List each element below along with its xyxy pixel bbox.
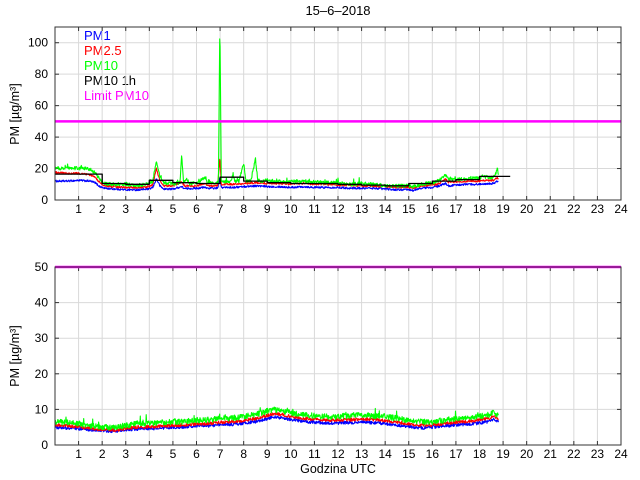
x-tick-label: 1 <box>75 202 82 216</box>
x-tick-label: 23 <box>591 202 605 216</box>
x-tick-label: 16 <box>426 447 440 461</box>
x-tick-label: 10 <box>284 202 298 216</box>
x-tick-label: 3 <box>122 202 129 216</box>
x-tick-label: 4 <box>146 447 153 461</box>
x-tick-label: 17 <box>449 447 463 461</box>
gridlines <box>55 27 621 200</box>
x-tick-label: 20 <box>520 447 534 461</box>
x-tick-label: 11 <box>308 202 321 216</box>
series-pm10-1h <box>55 173 511 187</box>
series-pm1 <box>55 177 499 192</box>
x-tick-label: 5 <box>170 447 177 461</box>
legend-item-limit-pm10: Limit PM10 <box>84 88 150 103</box>
bottom-chart: 1 2 3 4 5 6 7 8 9 10 11 12 13 14 15 16 17 18 19 20 21 22 23 240… <box>35 260 628 461</box>
y-tick-label: 20 <box>35 162 49 176</box>
x-tick-label: 6 <box>193 447 200 461</box>
x-tick-label: 6 <box>193 202 200 216</box>
x-tick-label: 21 <box>544 447 558 461</box>
legend: PM1 PM2.5 PM10 PM10 1h Limit PM10 <box>84 28 149 103</box>
x-tick-label: 9 <box>264 447 271 461</box>
y-tick-label: 40 <box>35 130 49 144</box>
x-tick-label: 7 <box>217 202 224 216</box>
x-tick-label: 7 <box>217 447 224 461</box>
y-tick-label: 100 <box>28 36 48 50</box>
chart-title: 15–6–2018 <box>305 3 371 18</box>
y-tick-label: 0 <box>41 438 48 452</box>
x-tick-label: 2 <box>99 202 106 216</box>
x-tick-label: 2 <box>99 447 106 461</box>
series-group <box>55 38 511 192</box>
x-tick-label: 20 <box>520 202 534 216</box>
x-tick-label: 22 <box>567 202 581 216</box>
y-tick-label: 20 <box>35 367 49 381</box>
y-tick-label: 40 <box>35 296 49 310</box>
x-tick-label: 23 <box>591 447 605 461</box>
x-tick-label: 19 <box>496 202 510 216</box>
x-tick-label: 16 <box>426 202 440 216</box>
x-tick-label: 24 <box>614 202 628 216</box>
top-chart: 1 2 3 4 5 6 7 8 9 10 11 12 13 14 15 16 17 18 19 20 21 22 23 240… <box>28 26 628 216</box>
legend-item-pm10-1h: PM10 1h <box>84 73 137 88</box>
x-tick-label: 11 <box>308 447 321 461</box>
x-tick-label: 18 <box>473 202 487 216</box>
y-tick-label: 50 <box>35 260 49 274</box>
x-tick-label: 4 <box>146 202 153 216</box>
legend-item-pm10: PM10 <box>84 58 118 73</box>
legend-item-pm1: PM1 <box>84 28 111 43</box>
x-tick-label: 19 <box>496 447 510 461</box>
x-tick-label: 17 <box>449 202 463 216</box>
x-tick-label: 15 <box>402 447 416 461</box>
y-tick-label: 30 <box>35 331 49 345</box>
x-tick-label: 10 <box>284 447 298 461</box>
y-tick-label: 60 <box>35 99 49 113</box>
x-tick-label: 24 <box>614 447 628 461</box>
x-tick-label: 14 <box>378 447 392 461</box>
series-pm10 <box>55 406 499 431</box>
series-pm1 <box>55 415 499 434</box>
x-tick-label: 18 <box>473 447 487 461</box>
tick-labels: 1 2 3 4 5 6 7 8 9 10 11 12 13 14 15 16 17 18 19 20 21 22 23 240… <box>35 260 628 461</box>
x-tick-label: 3 <box>122 447 129 461</box>
series-pm2-5 <box>55 158 499 190</box>
x-tick-label: 22 <box>567 447 581 461</box>
series-group <box>55 406 499 434</box>
x-tick-label: 8 <box>240 447 247 461</box>
plot-box <box>54 266 622 446</box>
y-tick-label: 10 <box>35 402 49 416</box>
gridlines <box>55 267 621 445</box>
x-tick-label: 21 <box>544 202 558 216</box>
x-tick-label: 13 <box>355 447 369 461</box>
x-axis-label: Godzina UTC <box>300 462 376 476</box>
x-tick-label: 15 <box>402 202 416 216</box>
x-tick-label: 1 <box>75 447 82 461</box>
x-tick-label: 9 <box>264 202 271 216</box>
plot-box <box>54 26 622 201</box>
x-tick-label: 8 <box>240 202 247 216</box>
y-tick-label: 0 <box>41 193 48 207</box>
tick-labels: 1 2 3 4 5 6 7 8 9 10 11 12 13 14 15 16 17 18 19 20 21 22 23 240… <box>28 36 628 216</box>
x-tick-label: 13 <box>355 202 369 216</box>
legend-item-pm2-5: PM2.5 <box>84 43 122 58</box>
x-tick-label: 12 <box>331 447 345 461</box>
y-tick-label: 80 <box>35 67 49 81</box>
x-tick-label: 14 <box>378 202 392 216</box>
x-tick-label: 12 <box>331 202 345 216</box>
x-tick-label: 5 <box>170 202 177 216</box>
